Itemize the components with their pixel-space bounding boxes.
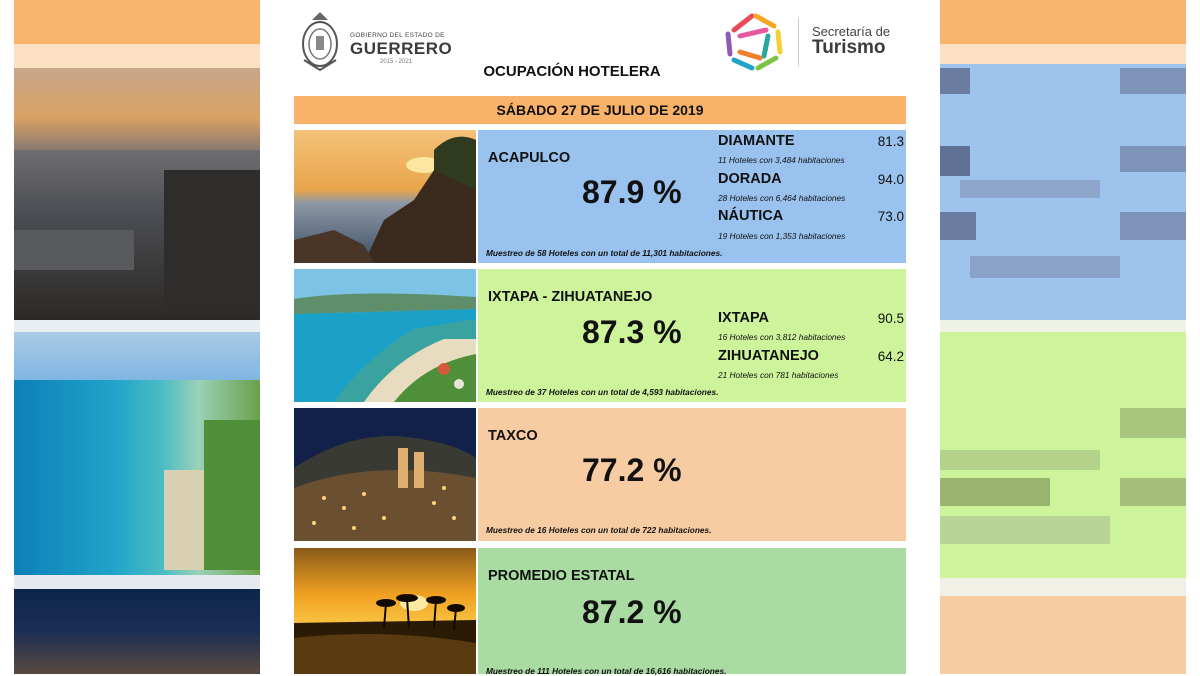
state-logo-caption: GOBIERNO DEL ESTADO DE (350, 32, 445, 39)
zone-name: IXTAPA (718, 310, 770, 326)
zone-value: 64.2 (877, 349, 904, 364)
ixtapa-zihuatanejo-panel: IXTAPA - ZIHUATANEJO 87.3 % IXTAPA 90.5 … (478, 269, 906, 402)
sample-note: Muestreo de 16 Hoteles con un total de 7… (486, 525, 712, 535)
occupancy-percent: 87.3 % (582, 314, 682, 350)
zone-name: DIAMANTE (718, 133, 795, 149)
zone-value: 81.3 (877, 134, 904, 149)
taxco-photo (294, 408, 476, 541)
zone-name: ZIHUATANEJO (718, 348, 819, 364)
zone-name: DORADA (718, 171, 782, 187)
occupancy-percent: 87.2 % (582, 594, 682, 630)
state-average-row: PROMEDIO ESTATAL 87.2 % Muestreo de 111 … (294, 548, 906, 676)
sample-note: Muestreo de 111 Hoteles con un total de … (486, 666, 727, 676)
tourism-logo-name: Turismo (812, 37, 886, 58)
zone-detail: 16 Hoteles con 3,812 habitaciones (718, 332, 846, 342)
zone-detail: 21 Hoteles con 781 habitaciones (718, 370, 839, 380)
ixtapa-zihuatanejo-row: IXTAPA - ZIHUATANEJO 87.3 % IXTAPA 90.5 … (294, 269, 906, 402)
destination-name: ACAPULCO (488, 150, 571, 166)
taxco-panel: TAXCO 77.2 % Muestreo de 16 Hoteles con … (478, 408, 906, 541)
zone-detail: 11 Hoteles con 3,484 habitaciones (718, 155, 845, 165)
ixtapa-zihuatanejo-photo (294, 269, 476, 402)
zone-value: 73.0 (877, 209, 904, 224)
state-logo-years: 2015 - 2021 (380, 59, 413, 65)
document-title: OCUPACIÓN HOTELERA (483, 63, 661, 80)
acapulco-photo (294, 130, 476, 263)
tourism-star-icon (725, 13, 783, 71)
destination-name: TAXCO (488, 428, 538, 444)
left-blurred-background (14, 0, 260, 674)
date-banner: SÁBADO 27 DE JULIO DE 2019 (294, 96, 906, 124)
occupancy-percent: 87.9 % (582, 174, 682, 210)
tourism-secretariat-logo: Secretaría de Turismo (722, 10, 922, 78)
taxco-row: TAXCO 77.2 % Muestreo de 16 Hoteles con … (294, 408, 906, 541)
zone-name: NÁUTICA (718, 208, 784, 224)
state-logo-name: GUERRERO (350, 39, 453, 58)
zone-value: 90.5 (877, 311, 904, 326)
tourism-logo-caption: Secretaría de (812, 24, 891, 39)
zone-detail: 19 Hoteles con 1,353 habitaciones (718, 231, 846, 241)
tourism-logo-divider (798, 18, 799, 66)
state-average-panel: PROMEDIO ESTATAL 87.2 % Muestreo de 111 … (478, 548, 906, 676)
destination-name: IXTAPA - ZIHUATANEJO (488, 289, 653, 305)
sample-note: Muestreo de 37 Hoteles con un total de 4… (486, 387, 719, 397)
acapulco-panel: ACAPULCO 87.9 % DIAMANTE 81.3 11 Hoteles… (478, 130, 906, 263)
sample-note: Muestreo de 58 Hoteles con un total de 1… (486, 248, 723, 258)
occupancy-percent: 77.2 % (582, 452, 682, 488)
zone-detail: 28 Hoteles con 6,464 habitaciones (718, 193, 846, 203)
zone-value: 94.0 (877, 172, 904, 187)
acapulco-row: ACAPULCO 87.9 % DIAMANTE 81.3 11 Hoteles… (294, 130, 906, 263)
guerrero-seal-icon (302, 12, 338, 72)
right-blurred-background (940, 0, 1186, 674)
hotel-occupancy-infographic: GOBIERNO DEL ESTADO DE GUERRERO 2015 - 2… (262, 0, 938, 676)
destination-name: PROMEDIO ESTATAL (488, 568, 635, 584)
sunset-photo (294, 548, 476, 674)
